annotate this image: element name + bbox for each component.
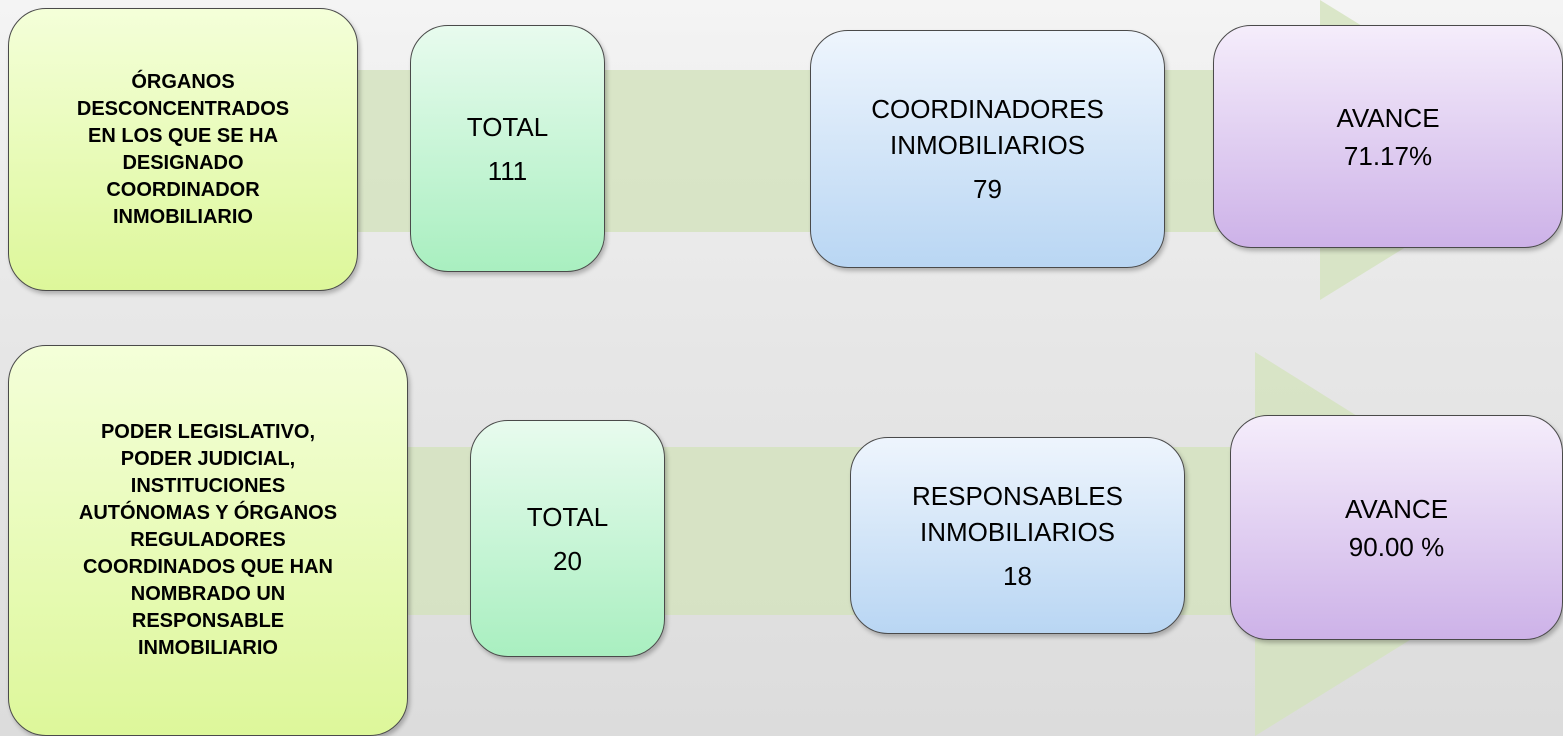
text-line: COORDINADORES — [871, 91, 1104, 127]
text-line: 20 — [553, 539, 582, 583]
text-line: COORDINADOR — [106, 177, 259, 204]
text-line: AUTÓNOMAS Y ÓRGANOS — [79, 500, 337, 527]
text-line: PODER LEGISLATIVO, — [101, 419, 315, 446]
text-line: 71.17% — [1344, 137, 1432, 175]
text-line: 111 — [488, 149, 528, 193]
text-line: RESPONSABLES — [912, 478, 1123, 514]
text-line: EN LOS QUE SE HA — [88, 123, 278, 150]
description-box: PODER LEGISLATIVO,PODER JUDICIAL,INSTITU… — [8, 345, 408, 736]
text-line: NOMBRADO UN — [131, 581, 285, 608]
text-line: TOTAL — [467, 105, 548, 149]
text-line: DESIGNADO — [122, 150, 243, 177]
text-line: DESCONCENTRADOS — [77, 96, 289, 123]
text-line: 79 — [973, 171, 1002, 207]
text-line: INMOBILIARIOS — [920, 514, 1115, 550]
text-line: 18 — [1003, 558, 1032, 594]
page: ÓRGANOSDESCONCENTRADOSEN LOS QUE SE HADE… — [0, 0, 1563, 736]
text-line: COORDINADOS QUE HAN — [83, 554, 333, 581]
text-line: RESPONSABLE — [132, 608, 284, 635]
text-line: REGULADORES — [130, 527, 286, 554]
text-line: INMOBILIARIOS — [890, 127, 1085, 163]
text-line: INMOBILIARIO — [138, 635, 278, 662]
text-line: INSTITUCIONES — [131, 473, 285, 500]
text-line: PODER JUDICIAL, — [121, 446, 295, 473]
text-line: TOTAL — [527, 495, 608, 539]
text-line: ÓRGANOS — [131, 69, 234, 96]
text-line: 90.00 % — [1349, 528, 1444, 566]
text-line: AVANCE — [1345, 490, 1448, 528]
text-line: AVANCE — [1336, 99, 1439, 137]
text-line: INMOBILIARIO — [113, 204, 253, 231]
